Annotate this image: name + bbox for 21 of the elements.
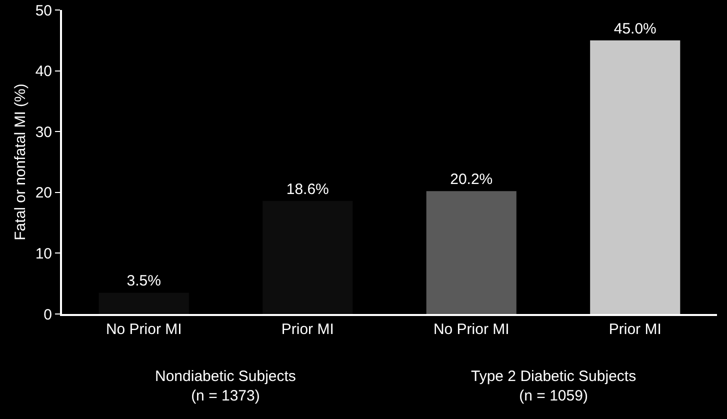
bar xyxy=(590,40,680,314)
y-tick-label: 30 xyxy=(35,124,52,141)
y-tick-label: 0 xyxy=(44,306,52,324)
y-tick-label: 40 xyxy=(35,63,52,80)
data-label: 20.2% xyxy=(450,171,493,188)
text: Type 2 Diabetic Subjects (n = 1059) xyxy=(471,368,636,404)
text: Nondiabetic Subjects (n = 1373) xyxy=(155,368,296,404)
bar xyxy=(98,292,189,314)
x-tick-label: No Prior MI xyxy=(106,321,182,338)
y-axis-title: Fatal or nonfatal MI (%) xyxy=(12,84,30,240)
x-tick-label: Prior MI xyxy=(608,321,662,338)
y-tick-label: 20 xyxy=(35,184,52,202)
y-tick-label: 10 xyxy=(35,245,52,262)
data-label: 45.0% xyxy=(614,20,656,38)
x-tick-label: Prior MI xyxy=(281,321,334,338)
data-label: 18.6% xyxy=(286,180,329,198)
bar xyxy=(262,200,353,314)
x-tick-label: No Prior MI xyxy=(433,321,510,338)
bar xyxy=(426,191,516,314)
data-label: 3.5% xyxy=(126,272,161,290)
y-tick-label: 50 xyxy=(35,2,52,20)
